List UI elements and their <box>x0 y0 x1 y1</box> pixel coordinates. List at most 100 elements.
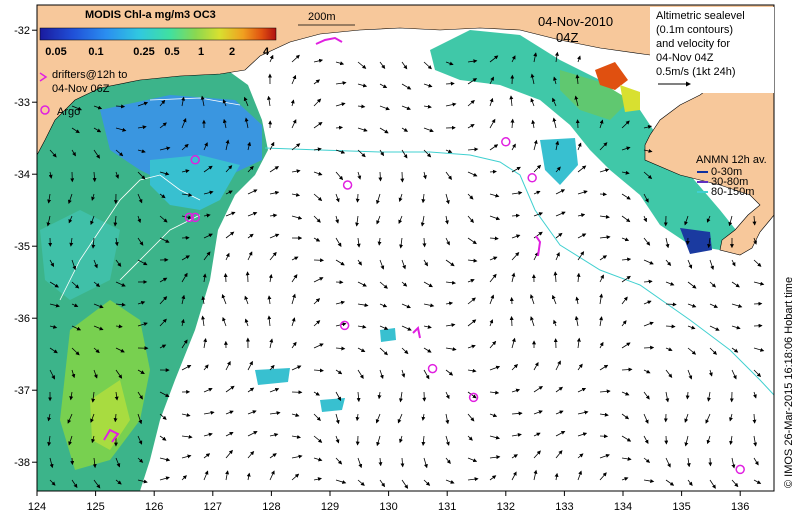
velocity-arrow <box>335 300 346 305</box>
velocity-arrow <box>313 413 321 421</box>
velocity-arrow <box>709 347 717 355</box>
velocity-arrow <box>533 52 538 63</box>
velocity-arrow <box>577 233 587 239</box>
velocity-arrow <box>203 165 213 173</box>
velocity-arrow <box>357 479 365 486</box>
velocity-arrow <box>467 78 478 85</box>
velocity-arrow <box>553 271 558 283</box>
velocity-arrow <box>355 193 360 203</box>
velocity-arrow <box>553 319 557 327</box>
x-tick-label: 131 <box>438 501 456 513</box>
velocity-arrow <box>729 435 734 446</box>
velocity-arrow <box>423 127 434 133</box>
argo-float-marker <box>190 155 200 165</box>
x-tick-label: 136 <box>731 501 749 513</box>
velocity-arrow <box>90 215 95 225</box>
x-tick-label: 132 <box>497 501 515 513</box>
velocity-arrow <box>222 118 227 129</box>
x-tick-label: 129 <box>321 501 339 513</box>
velocity-arrow <box>706 391 711 402</box>
velocity-arrow <box>489 118 496 129</box>
velocity-arrow <box>731 325 741 330</box>
velocity-arrow <box>686 457 691 468</box>
velocity-arrow <box>533 469 538 481</box>
velocity-arrow <box>599 168 610 173</box>
velocity-arrow <box>621 296 628 305</box>
argo-floats <box>184 137 745 475</box>
velocity-arrow <box>203 470 209 481</box>
velocity-arrow <box>687 325 696 330</box>
velocity-arrow <box>729 413 733 422</box>
chlorophyll-patch-small <box>320 398 345 412</box>
velocity-arrow <box>489 413 498 418</box>
velocity-arrow <box>203 337 208 349</box>
velocity-arrow <box>665 369 673 378</box>
velocity-arrow <box>621 170 630 175</box>
velocity-arrow <box>599 341 604 349</box>
velocity-arrow <box>225 139 230 151</box>
velocity-arrow <box>687 369 693 380</box>
velocity-arrow <box>335 193 340 203</box>
velocity-arrow <box>203 364 209 371</box>
velocity-arrow <box>467 391 477 399</box>
velocity-arrow <box>159 344 167 349</box>
velocity-arrow <box>180 318 185 327</box>
velocity-arrow <box>753 281 765 286</box>
velocity-arrow <box>575 296 580 305</box>
velocity-arrow <box>313 477 322 482</box>
velocity-arrow <box>467 435 473 441</box>
y-tick-label: -33 <box>14 97 30 109</box>
velocity-arrow <box>225 231 235 239</box>
velocity-arrow <box>335 457 343 465</box>
velocity-arrow <box>137 193 143 204</box>
velocity-arrow <box>71 105 82 111</box>
velocity-arrow <box>201 295 206 305</box>
velocity-arrow <box>181 192 193 197</box>
velocity-arrow <box>93 281 101 287</box>
velocity-arrow <box>511 143 516 151</box>
velocity-arrow <box>401 259 406 270</box>
velocity-arrow <box>137 322 148 327</box>
velocity-arrow <box>753 237 757 245</box>
velocity-arrow <box>357 303 369 308</box>
velocity-arrow <box>357 127 368 132</box>
velocity-arrow <box>93 325 104 331</box>
chlorophyll-yellowgreen-patch <box>90 380 130 450</box>
velocity-arrow <box>335 346 346 351</box>
velocity-arrow <box>533 139 538 151</box>
velocity-arrow <box>467 124 475 129</box>
velocity-arrow <box>421 435 426 446</box>
velocity-arrow <box>467 319 477 327</box>
velocity-arrow <box>93 347 100 354</box>
y-tick-label: -34 <box>14 169 30 181</box>
velocity-arrow <box>467 215 474 223</box>
altimetry-line1: Altimetric sealevel <box>656 10 745 22</box>
velocity-arrow <box>355 413 360 422</box>
velocity-arrow <box>335 369 343 375</box>
velocity-arrow <box>510 118 515 129</box>
velocity-arrow <box>511 272 516 283</box>
y-tick-label: -35 <box>14 241 30 253</box>
velocity-arrow <box>423 324 432 329</box>
velocity-arrow <box>203 410 215 415</box>
velocity-arrow <box>706 435 711 445</box>
velocity-arrow <box>49 369 55 380</box>
velocity-arrow <box>555 410 564 415</box>
velocity-arrow <box>291 317 296 327</box>
velocity-arrow <box>357 324 367 329</box>
velocity-arrow <box>49 303 60 308</box>
velocity-arrow <box>313 58 324 63</box>
velocity-arrow <box>159 237 170 243</box>
altimetry-line2: (0.1m contours) <box>656 24 733 36</box>
velocity-arrow <box>554 472 559 481</box>
velocity-arrow <box>159 435 167 441</box>
velocity-arrow <box>222 99 227 107</box>
velocity-arrow <box>269 166 280 173</box>
anmn-legend-label: 0-30m <box>711 166 742 178</box>
velocity-arrow <box>489 144 499 151</box>
velocity-arrow <box>467 297 476 305</box>
velocity-arrow <box>115 302 126 307</box>
chlorophyll-east-dark <box>680 228 712 254</box>
velocity-arrow <box>114 237 119 247</box>
